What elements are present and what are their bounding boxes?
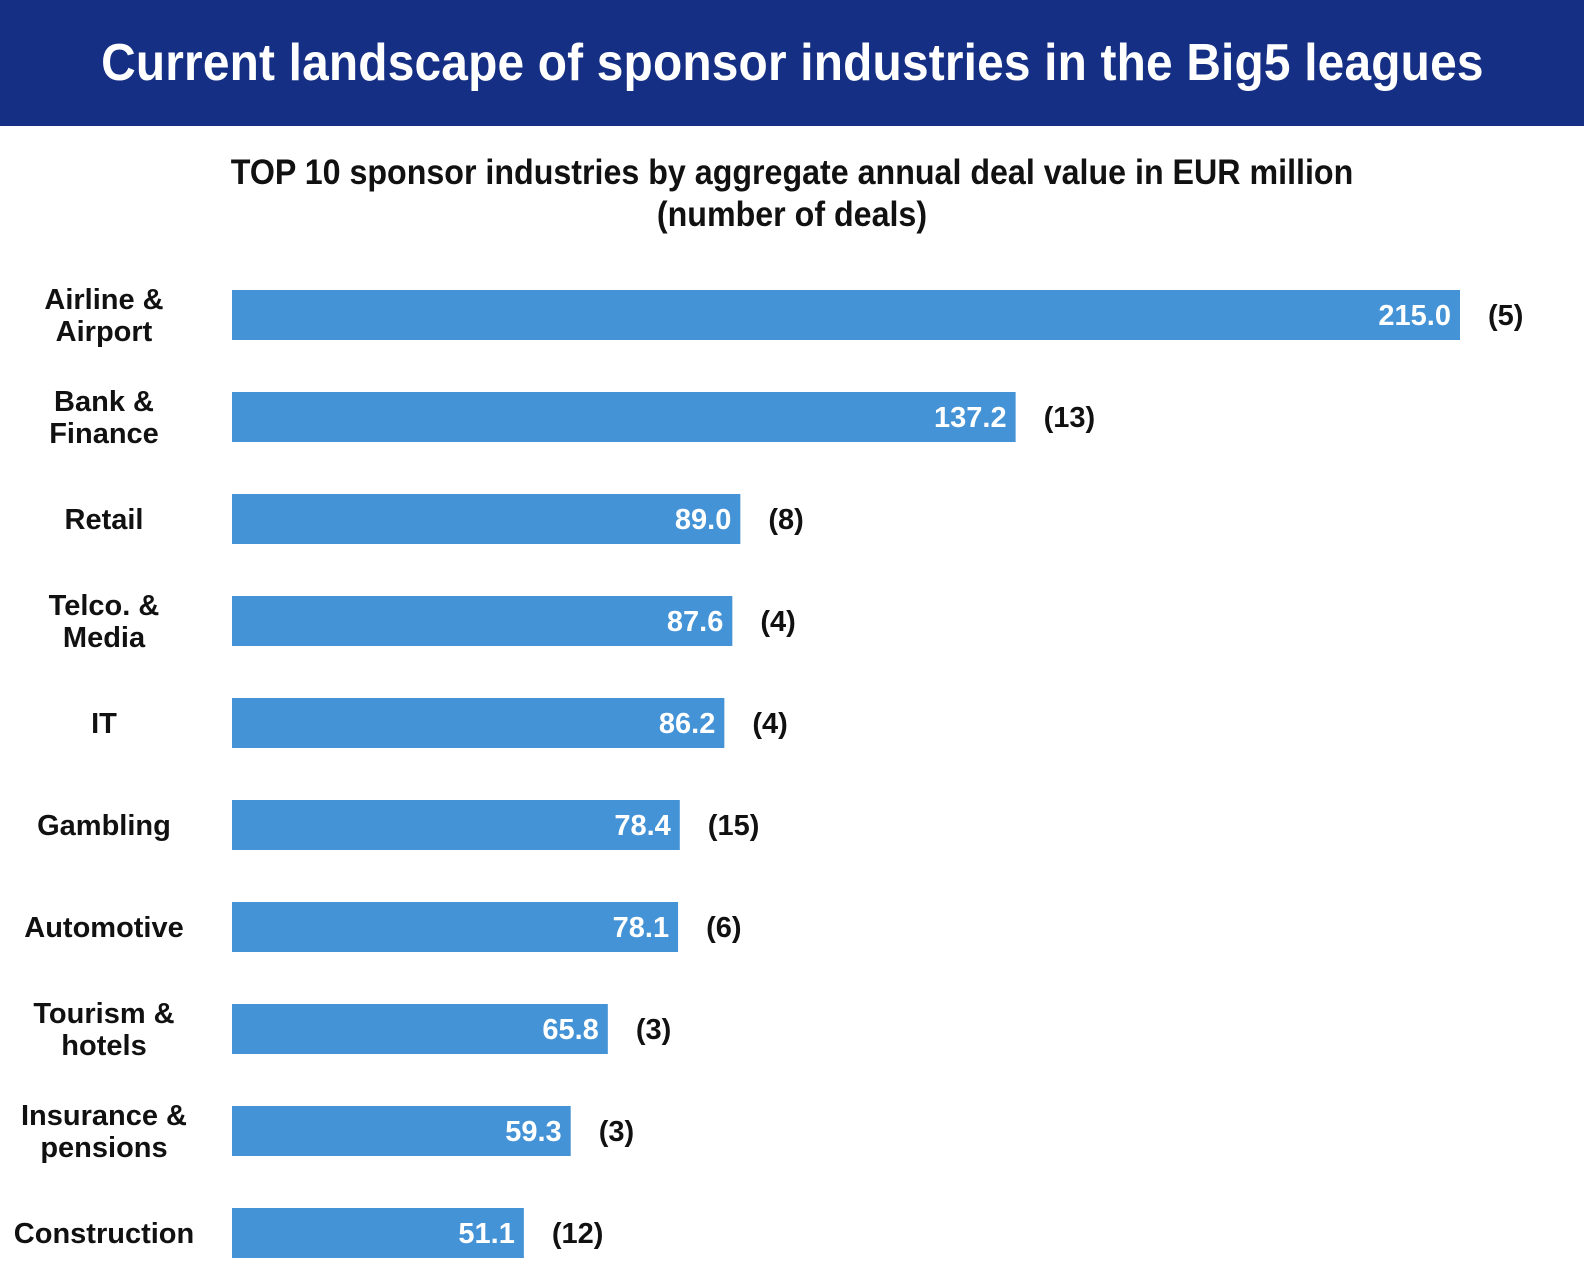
bar-value-label: 78.1 — [613, 912, 669, 944]
bar — [232, 1004, 608, 1054]
bar-row: Telco. & Media 87.6 (4) — [49, 590, 796, 654]
category-label: Insurance & pensions — [21, 1100, 187, 1164]
category-label: Gambling — [37, 810, 171, 842]
bar-value-label: 51.1 — [458, 1218, 514, 1250]
category-label-line: Airline & — [44, 284, 163, 316]
bar-row: Tourism & hotels 65.8 (3) — [33, 998, 671, 1062]
category-label-line: hotels — [61, 1030, 146, 1062]
category-label-line: Construction — [14, 1218, 194, 1250]
category-label: Automotive — [24, 912, 184, 944]
deal-count-label: (13) — [1044, 402, 1096, 434]
bar-value-label: 137.2 — [934, 402, 1007, 434]
category-label-line: Automotive — [24, 912, 184, 944]
bar-row: Airline & Airport 215.0 (5) — [44, 284, 1523, 348]
category-label-line: Airport — [56, 316, 153, 348]
category-label: Airline & Airport — [44, 284, 163, 348]
category-label-line: Finance — [49, 418, 159, 450]
bar-value-label: 89.0 — [675, 504, 731, 536]
bar-row: Bank & Finance 137.2 (13) — [49, 386, 1095, 450]
bar — [232, 290, 1460, 340]
category-label-line: Media — [63, 622, 146, 654]
bar — [232, 800, 680, 850]
title-banner: Current landscape of sponsor industries … — [0, 0, 1584, 126]
bar-value-label: 78.4 — [614, 810, 670, 842]
deal-count-label: (3) — [599, 1116, 634, 1148]
bar-value-label: 87.6 — [667, 606, 723, 638]
chart-subtitle-note: (number of deals) — [656, 195, 928, 234]
category-label-line: Tourism & — [33, 998, 174, 1030]
bar-row: Retail 89.0 (8) — [65, 494, 804, 544]
category-label-line: Bank & — [54, 386, 154, 418]
bar-row: Gambling 78.4 (15) — [37, 800, 759, 850]
bar — [232, 596, 733, 646]
bar-row: IT 86.2 (4) — [91, 698, 788, 748]
bar-row: Construction 51.1 (12) — [14, 1208, 604, 1258]
bar — [232, 494, 741, 544]
bar-row: Automotive 78.1 (6) — [24, 902, 742, 952]
category-label-line: Telco. & — [49, 590, 160, 622]
chart-title: TOP 10 sponsor industries by aggregate a… — [230, 153, 1354, 192]
bar — [232, 902, 679, 952]
category-label-line: Insurance & — [21, 1100, 187, 1132]
deal-count-label: (5) — [1488, 300, 1523, 332]
bar-value-label: 86.2 — [659, 708, 715, 740]
chart-subtitle: TOP 10 sponsor industries by aggregate a… — [0, 152, 1584, 236]
bar — [232, 392, 1016, 442]
deal-count-label: (3) — [636, 1014, 671, 1046]
category-label: Tourism & hotels — [33, 998, 174, 1062]
category-label: Telco. & Media — [49, 590, 160, 654]
bar-value-label: 215.0 — [1378, 300, 1451, 332]
category-label-line: Gambling — [37, 810, 171, 842]
category-label-line: Retail — [65, 504, 144, 536]
bar-value-label: 59.3 — [505, 1116, 561, 1148]
category-label-line: pensions — [40, 1132, 167, 1164]
deal-count-label: (8) — [768, 504, 803, 536]
category-label: Construction — [14, 1218, 194, 1250]
bar — [232, 1106, 571, 1156]
deal-count-label: (12) — [552, 1218, 604, 1250]
category-label: Retail — [65, 504, 144, 536]
deal-count-label: (15) — [708, 810, 760, 842]
deal-count-label: (4) — [752, 708, 787, 740]
category-label: Bank & Finance — [49, 386, 159, 450]
page-title: Current landscape of sponsor industries … — [100, 34, 1484, 92]
category-label-line: IT — [91, 708, 117, 740]
bar-row: Insurance & pensions 59.3 (3) — [21, 1100, 634, 1164]
deal-count-label: (6) — [706, 912, 741, 944]
bar-value-label: 65.8 — [542, 1014, 598, 1046]
bar — [232, 698, 725, 748]
deal-count-label: (4) — [760, 606, 795, 638]
category-label: IT — [91, 708, 117, 740]
bar — [232, 1208, 524, 1258]
